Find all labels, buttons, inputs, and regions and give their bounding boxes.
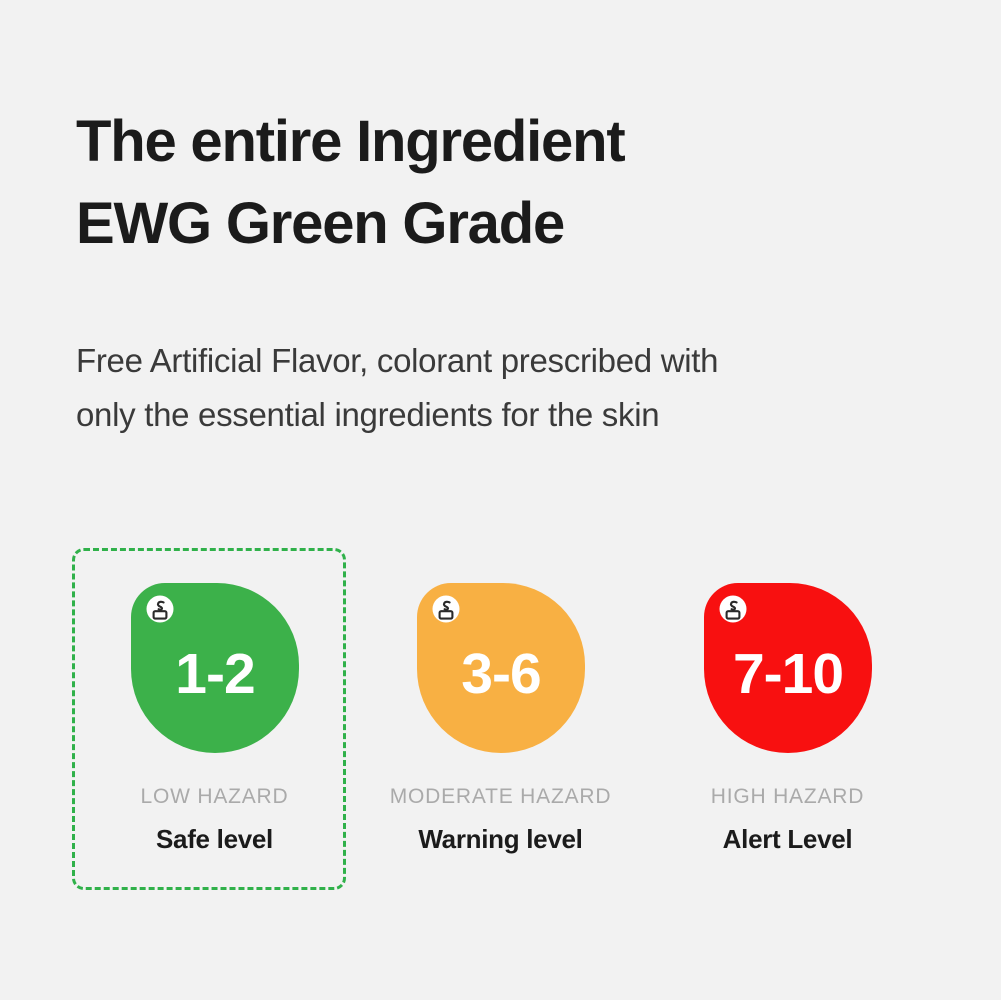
hazard-badge-low: 1-2 xyxy=(131,583,299,753)
ewg-verified-icon xyxy=(141,592,179,630)
hazard-badge-wrap-low: 1-2 xyxy=(72,583,357,755)
page-title: The entire Ingredient EWG Green Grade xyxy=(76,101,916,265)
hazard-score-moderate: 3-6 xyxy=(461,641,541,706)
hazard-level-high: 7-10 HIGH HAZARD Alert Level xyxy=(645,545,930,895)
subheading-line-1: Free Artificial Flavor, colorant prescri… xyxy=(76,342,719,379)
hazard-level-low: 1-2 LOW HAZARD Safe level xyxy=(72,545,357,895)
level-name-low: Safe level xyxy=(156,824,273,854)
hazard-badge-wrap-moderate: 3-6 xyxy=(358,583,643,755)
level-name-high: Alert Level xyxy=(722,824,853,854)
hazard-badge-moderate: 3-6 xyxy=(417,583,585,753)
hazard-badge-high: 7-10 xyxy=(704,583,872,753)
level-name-moderate: Warning level xyxy=(418,824,583,854)
subheading-line-2: only the essential ingredients for the s… xyxy=(76,396,660,433)
headline-line-1: The entire Ingredient xyxy=(76,109,626,174)
hazard-caption-moderate: MODERATE HAZARD Warning level xyxy=(358,785,643,855)
hazard-label-moderate: MODERATE HAZARD xyxy=(389,785,612,808)
hazard-caption-low: LOW HAZARD Safe level xyxy=(72,785,357,855)
hazard-score-low: 1-2 xyxy=(175,641,255,706)
hazard-badge-wrap-high: 7-10 xyxy=(645,583,930,755)
headline-line-2: EWG Green Grade xyxy=(76,191,565,256)
hazard-label-high: HIGH HAZARD xyxy=(710,785,865,808)
hazard-caption-high: HIGH HAZARD Alert Level xyxy=(645,785,930,855)
hazard-level-legend: 1-2 LOW HAZARD Safe level xyxy=(0,545,1001,905)
hazard-level-moderate: 3-6 MODERATE HAZARD Warning level xyxy=(358,545,643,895)
hazard-score-high: 7-10 xyxy=(732,641,844,706)
hazard-label-low: LOW HAZARD xyxy=(140,785,289,808)
ewg-verified-icon xyxy=(714,592,752,630)
page-subtitle: Free Artificial Flavor, colorant prescri… xyxy=(76,334,956,442)
selected-level-highlight xyxy=(72,548,346,890)
ewg-verified-icon xyxy=(427,592,465,630)
